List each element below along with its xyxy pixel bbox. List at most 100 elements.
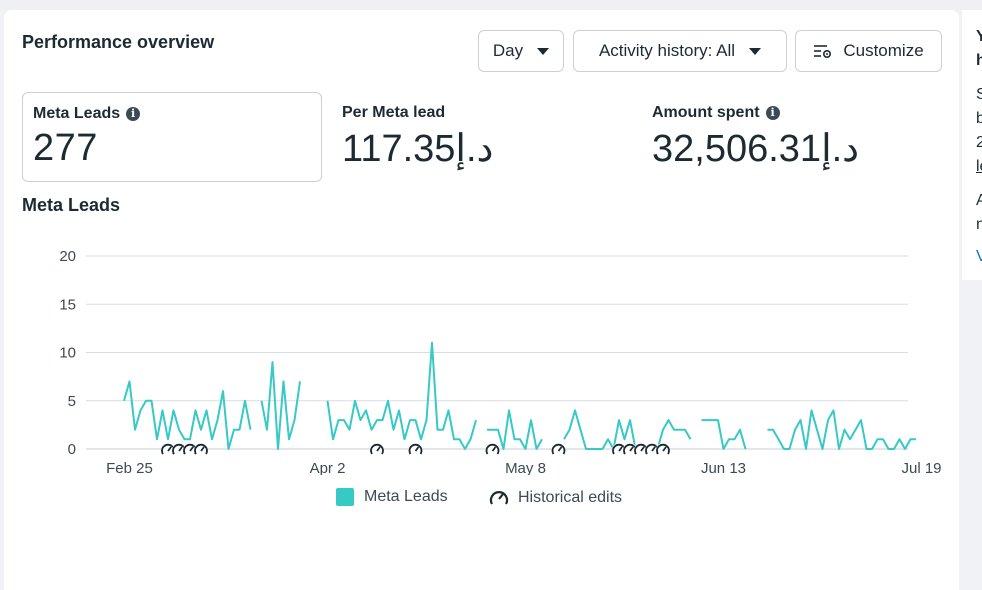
data-point[interactable] — [672, 427, 677, 432]
data-point[interactable] — [430, 340, 435, 345]
data-point[interactable] — [578, 427, 583, 432]
data-point[interactable] — [507, 408, 512, 413]
historical-edit-marker[interactable] — [656, 443, 670, 457]
data-point[interactable] — [226, 447, 231, 452]
data-point[interactable] — [826, 418, 831, 423]
data-point[interactable] — [743, 447, 748, 452]
data-point[interactable] — [573, 408, 578, 413]
data-point[interactable] — [606, 437, 611, 442]
data-point[interactable] — [237, 427, 242, 432]
day-dropdown[interactable]: Day — [478, 30, 564, 72]
info-icon[interactable]: i — [126, 107, 140, 121]
data-point[interactable] — [793, 427, 798, 432]
data-point[interactable] — [419, 437, 424, 442]
panel-link[interactable]: V — [976, 248, 982, 266]
data-point[interactable] — [688, 437, 693, 442]
data-point[interactable] — [584, 447, 589, 452]
data-point[interactable] — [166, 437, 171, 442]
data-point[interactable] — [149, 398, 154, 403]
data-point[interactable] — [716, 418, 721, 423]
data-point[interactable] — [259, 398, 264, 403]
data-point[interactable] — [353, 398, 358, 403]
data-point[interactable] — [815, 427, 820, 432]
data-point[interactable] — [441, 427, 446, 432]
data-point[interactable] — [886, 447, 891, 452]
data-point[interactable] — [122, 398, 127, 403]
data-point[interactable] — [386, 398, 391, 403]
data-point[interactable] — [765, 427, 770, 432]
metric-amount-spent[interactable]: Amount spent i 32,506.31د.إ — [642, 92, 942, 182]
data-point[interactable] — [221, 389, 226, 394]
data-point[interactable] — [276, 447, 281, 452]
data-point[interactable] — [182, 437, 187, 442]
data-point[interactable] — [342, 418, 347, 423]
data-point[interactable] — [336, 418, 341, 423]
data-point[interactable] — [210, 437, 215, 442]
data-point[interactable] — [842, 427, 847, 432]
data-point[interactable] — [628, 418, 633, 423]
data-point[interactable] — [540, 437, 545, 442]
data-point[interactable] — [683, 427, 688, 432]
data-point[interactable] — [331, 437, 336, 442]
data-point[interactable] — [133, 427, 138, 432]
activity-history-dropdown[interactable]: Activity history: All — [573, 30, 787, 72]
data-point[interactable] — [243, 398, 248, 403]
data-point[interactable] — [391, 427, 396, 432]
data-point[interactable] — [397, 408, 402, 413]
data-point[interactable] — [413, 418, 418, 423]
data-point[interactable] — [864, 447, 869, 452]
data-point[interactable] — [408, 418, 413, 423]
data-point[interactable] — [468, 437, 473, 442]
data-point[interactable] — [600, 447, 605, 452]
historical-edit-marker[interactable] — [370, 443, 384, 457]
data-point[interactable] — [446, 408, 451, 413]
data-point[interactable] — [732, 437, 737, 442]
data-point[interactable] — [831, 408, 836, 413]
data-point[interactable] — [193, 408, 198, 413]
data-point[interactable] — [666, 418, 671, 423]
data-point[interactable] — [402, 437, 407, 442]
info-icon[interactable]: i — [766, 106, 780, 120]
data-point[interactable] — [292, 418, 297, 423]
data-point[interactable] — [523, 447, 528, 452]
data-point[interactable] — [171, 408, 176, 413]
data-point[interactable] — [853, 427, 858, 432]
data-point[interactable] — [485, 427, 490, 432]
data-point[interactable] — [232, 427, 237, 432]
data-point[interactable] — [155, 437, 160, 442]
data-point[interactable] — [287, 437, 292, 442]
data-point[interactable] — [567, 427, 572, 432]
historical-edit-marker[interactable] — [486, 443, 500, 457]
data-point[interactable] — [881, 437, 886, 442]
data-point[interactable] — [595, 447, 600, 452]
data-point[interactable] — [721, 447, 726, 452]
data-point[interactable] — [837, 447, 842, 452]
data-point[interactable] — [496, 427, 501, 432]
data-point[interactable] — [177, 427, 182, 432]
data-point[interactable] — [127, 379, 132, 384]
data-point[interactable] — [914, 437, 919, 442]
data-point[interactable] — [622, 437, 627, 442]
historical-edit-marker[interactable] — [552, 443, 566, 457]
data-point[interactable] — [364, 408, 369, 413]
data-point[interactable] — [529, 418, 534, 423]
data-point[interactable] — [710, 418, 715, 423]
data-point[interactable] — [457, 437, 462, 442]
data-point[interactable] — [375, 418, 380, 423]
data-point[interactable] — [903, 447, 908, 452]
data-point[interactable] — [512, 437, 517, 442]
data-point[interactable] — [424, 418, 429, 423]
data-point[interactable] — [787, 447, 792, 452]
data-point[interactable] — [325, 398, 330, 403]
data-point[interactable] — [782, 447, 787, 452]
data-point[interactable] — [490, 427, 495, 432]
metric-meta-leads[interactable]: Meta Leads i 277 — [22, 92, 322, 182]
data-point[interactable] — [347, 427, 352, 432]
data-point[interactable] — [380, 418, 385, 423]
data-point[interactable] — [518, 437, 523, 442]
data-point[interactable] — [265, 427, 270, 432]
data-point[interactable] — [859, 418, 864, 423]
data-point[interactable] — [661, 427, 666, 432]
data-point[interactable] — [188, 437, 193, 442]
data-point[interactable] — [892, 447, 897, 452]
